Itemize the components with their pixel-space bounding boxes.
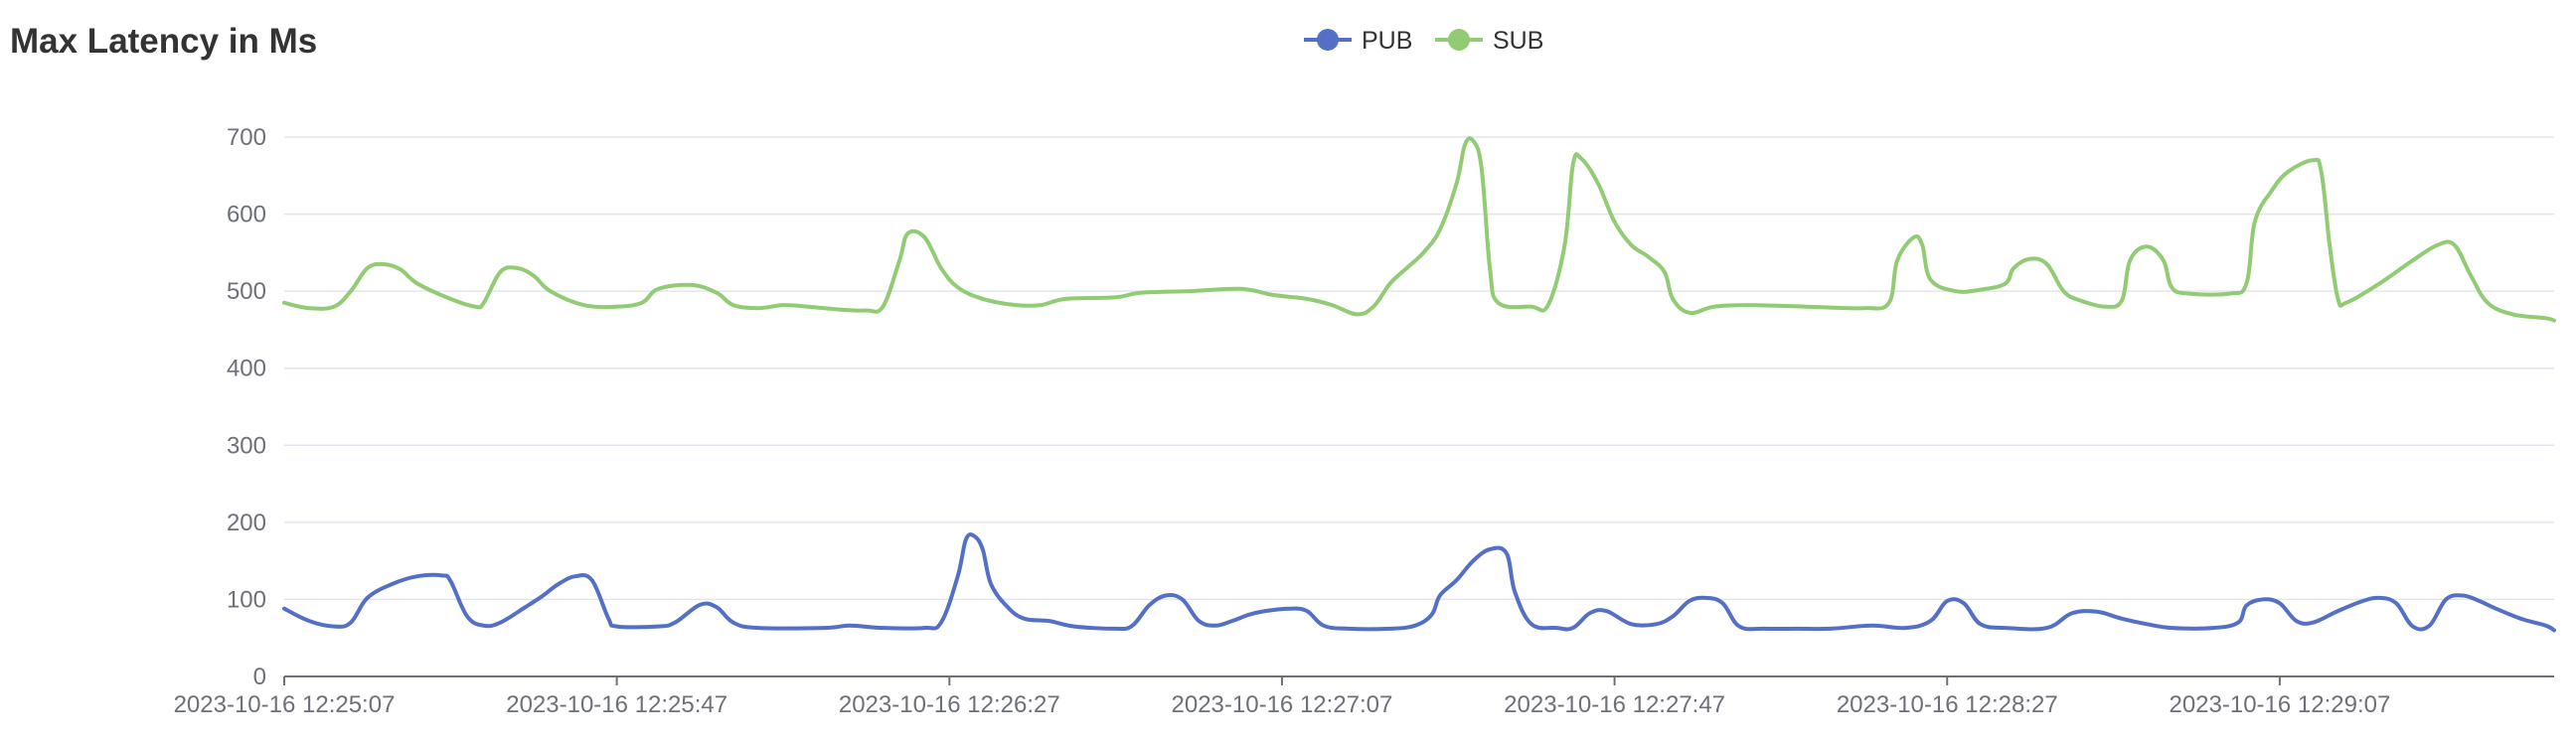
y-tick-label: 500 [227,278,266,305]
legend-label-pub: PUB [1362,27,1412,55]
y-gridlines [284,136,2554,601]
series-line-pub [282,531,2556,633]
x-tick-label: 2023-10-16 12:28:27 [1837,691,2058,718]
y-tick-label: 300 [227,432,266,459]
legend-item-pub[interactable]: PUB [1304,27,1412,55]
y-tick-label: 700 [227,124,266,151]
y-tick-label: 200 [227,510,266,536]
x-tick-label: 2023-10-16 12:25:07 [174,691,396,718]
x-tick-label: 2023-10-16 12:29:07 [2169,691,2390,718]
x-axis: 2023-10-16 12:25:07 2023-10-16 12:25:47 20… [174,675,2554,718]
legend-item-sub[interactable]: SUB [1435,27,1543,55]
y-axis-labels: 0 100 200 300 400 500 600 700 [227,124,266,690]
series-line-sub [282,136,2556,323]
y-tick-label: 400 [227,356,266,382]
x-tick-label: 2023-10-16 12:27:07 [1172,691,1393,718]
y-tick-label: 100 [227,586,266,613]
x-tick-label: 2023-10-16 12:26:27 [839,691,1060,718]
y-tick-label: 600 [227,202,266,228]
legend-marker-pub [1317,29,1339,51]
legend-label-sub: SUB [1493,27,1543,55]
legend-marker-sub [1448,29,1470,51]
x-tick-label: 2023-10-16 12:27:47 [1504,691,1725,718]
series-lines [282,136,2556,633]
chart-title: Max Latency in Ms [10,22,318,61]
x-tick-label: 2023-10-16 12:25:47 [506,691,727,718]
y-tick-label: 0 [253,664,266,690]
legend[interactable]: PUB SUB [1304,27,1543,55]
